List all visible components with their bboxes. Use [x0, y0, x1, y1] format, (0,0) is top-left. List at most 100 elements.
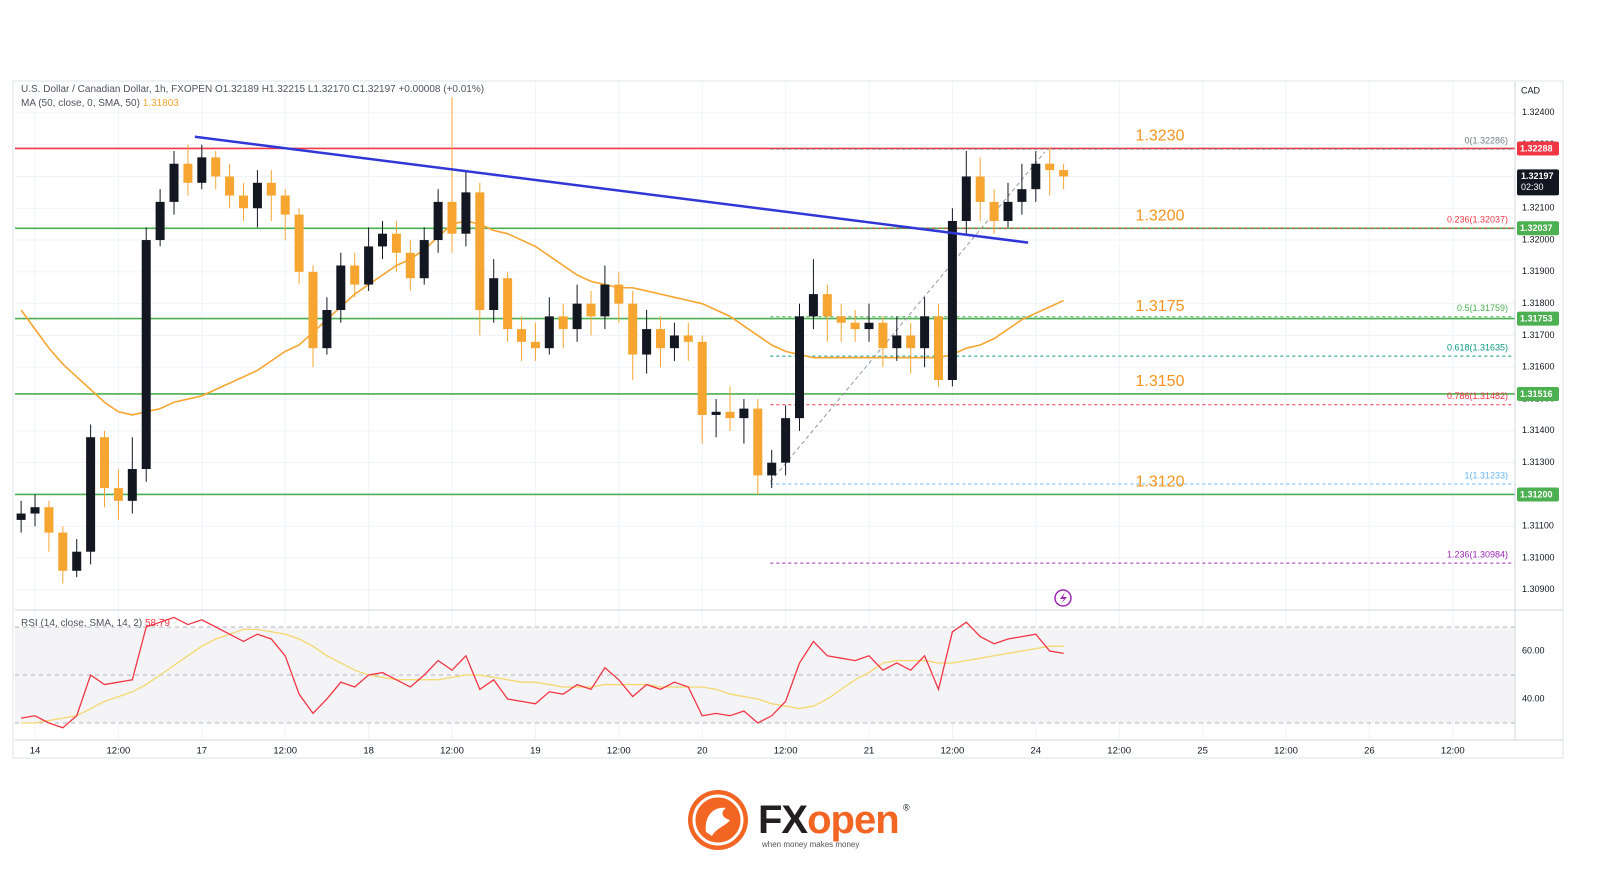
candle-body	[683, 335, 693, 342]
y-tick-label: 1.31400	[1522, 425, 1555, 435]
fib-trend-line	[769, 151, 1046, 483]
candle-body	[711, 411, 721, 415]
ma-value: 1.31803	[143, 98, 180, 109]
candle-body	[197, 157, 207, 183]
candle-body	[336, 265, 346, 311]
candle-body	[433, 201, 443, 241]
candle-body	[127, 469, 137, 501]
candle-body	[155, 201, 165, 241]
y-tick-label: 1.32100	[1522, 203, 1555, 213]
x-tick-label: 21	[864, 746, 875, 757]
x-tick-label: 26	[1364, 746, 1375, 757]
fib-label: 0.618(1.31635)	[1447, 343, 1508, 353]
x-tick-label: 12:00	[607, 746, 631, 757]
candle-body	[530, 341, 540, 349]
x-tick-label: 17	[197, 746, 208, 757]
candle-body	[850, 322, 860, 330]
candle-body	[405, 252, 415, 279]
level-label: 1.3200	[1136, 208, 1185, 225]
candle-body	[419, 240, 429, 279]
candle-body	[211, 157, 221, 177]
price-badge	[1517, 221, 1559, 236]
price-badge	[1517, 386, 1559, 401]
logo-prefix: FX	[758, 798, 808, 842]
level-label: 1.3150	[1136, 373, 1185, 390]
candle-body	[878, 322, 888, 349]
candle-body	[836, 316, 846, 323]
candle-body	[72, 551, 82, 571]
candle-body	[100, 437, 110, 489]
level-label: 1.3230	[1136, 128, 1185, 145]
candle-body	[975, 176, 985, 202]
candle-body	[642, 329, 652, 355]
candle-body	[461, 192, 471, 234]
last-price-label: 1.32197	[1521, 171, 1554, 181]
x-tick-label: 12:00	[1274, 746, 1298, 757]
candle-body	[669, 335, 679, 349]
logo-icon-mark	[705, 807, 730, 836]
candle-body	[266, 182, 276, 196]
price-badge-label: 1.31753	[1520, 313, 1553, 323]
candle-body	[822, 294, 832, 317]
candle-body	[934, 316, 944, 380]
candle-body	[86, 437, 96, 552]
fib-label: 0.5(1.31759)	[1457, 303, 1508, 313]
chart-title: U.S. Dollar / Canadian Dollar, 1h, FXOPE…	[21, 84, 212, 95]
candle-body	[1003, 201, 1013, 221]
price-badge-label: 1.31516	[1520, 389, 1553, 399]
logo-icon-ring	[692, 794, 744, 846]
x-tick-label: 24	[1031, 746, 1042, 757]
candle-body	[113, 488, 123, 501]
x-tick-label: 19	[530, 746, 541, 757]
candle-body	[225, 176, 235, 196]
y-tick-label: 1.31800	[1522, 298, 1555, 308]
candle-body	[614, 284, 624, 304]
fib-label: 0.236(1.32037)	[1447, 215, 1508, 225]
candle-body	[947, 220, 957, 380]
y-tick-label: 1.31300	[1522, 457, 1555, 467]
candle-body	[753, 408, 763, 476]
candle-body	[183, 163, 193, 183]
candle-body	[725, 411, 735, 419]
logo-registered: ®	[903, 802, 910, 812]
candle-body	[1059, 170, 1069, 177]
last-price-countdown: 02:30	[1521, 182, 1544, 192]
y-tick-label: 1.32400	[1522, 107, 1555, 117]
chart-header: U.S. Dollar / Canadian Dollar, 1h, FXOPE…	[21, 84, 484, 95]
y-tick-label: 1.30900	[1522, 584, 1555, 594]
candle-body	[252, 182, 262, 209]
candle-body	[30, 507, 40, 514]
candle-body	[808, 294, 818, 317]
plot	[15, 96, 1515, 729]
y-tick-label: 1.32000	[1522, 234, 1555, 244]
fib-label: 1.236(1.30984)	[1447, 550, 1508, 560]
candle-body	[308, 271, 318, 349]
price-badge-label: 1.32288	[1520, 143, 1553, 153]
candle-body	[16, 513, 26, 520]
ma-name: MA (50, close, 0, SMA, 50)	[21, 98, 140, 109]
price-badge-label: 1.31200	[1520, 489, 1553, 499]
rsi-tick-label: 60.00	[1522, 645, 1545, 655]
alert-icon	[1054, 589, 1072, 607]
x-tick-label: 12:00	[1441, 746, 1465, 757]
candle-body	[489, 278, 499, 311]
candle-body	[920, 316, 930, 349]
x-tick-label: 14	[30, 746, 41, 757]
candle-body	[544, 316, 554, 349]
x-tick-label: 12:00	[107, 746, 131, 757]
candle-body	[1031, 163, 1041, 190]
rsi-name: RSI (14, close, SMA, 14, 2)	[21, 618, 142, 629]
candle-body	[697, 341, 707, 415]
candle-body	[350, 265, 360, 285]
candle-body	[628, 303, 638, 355]
level-label: 1.3120	[1136, 474, 1185, 491]
rsi-tick-label: 40.00	[1522, 693, 1545, 703]
candle-body	[294, 214, 304, 272]
candle-body	[239, 195, 249, 209]
candle-body	[906, 335, 916, 349]
candle-body	[864, 322, 874, 330]
x-tick-label: 12:00	[1107, 746, 1131, 757]
x-tick-label: 12:00	[273, 746, 297, 757]
y-tick-label: 1.31900	[1522, 266, 1555, 276]
